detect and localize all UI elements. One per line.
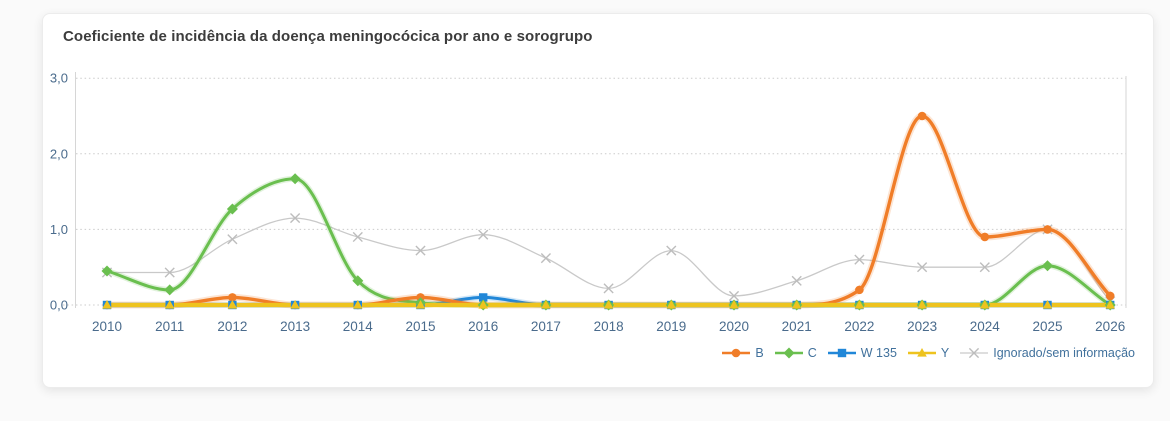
chart-card	[42, 13, 1154, 388]
legend-item-label: B	[755, 345, 764, 360]
legend-item-label: C	[807, 345, 817, 360]
legend-marker-shape	[783, 347, 795, 358]
legend-item-label: Y	[940, 345, 950, 360]
legend-marker-shape	[837, 348, 846, 357]
legend-marker-shape	[917, 347, 927, 357]
legend-item-c[interactable]: C	[774, 346, 817, 360]
legend-item-y[interactable]: Y	[907, 346, 949, 360]
legend-item-ignorado-sem-informa-o[interactable]: Ignorado/sem informação	[959, 346, 1135, 360]
legend-marker-shape	[969, 347, 980, 358]
legend-marker-icon	[907, 347, 936, 357]
legend-item-label: Ignorado/sem informação	[993, 345, 1135, 360]
legend-marker-icon	[827, 348, 856, 357]
legend: B C W 135 Y Ignorado/sem informação	[721, 344, 1135, 361]
legend-marker-icon	[960, 347, 989, 358]
legend-item-w-135[interactable]: W 135	[827, 346, 897, 360]
legend-marker-icon	[774, 347, 803, 358]
legend-item-b[interactable]: B	[721, 345, 764, 360]
chart-title: Coeficiente de incidência da doença meni…	[63, 28, 593, 45]
legend-marker-shape	[732, 348, 741, 357]
legend-marker-icon	[722, 348, 751, 357]
legend-item-label: W 135	[860, 345, 897, 360]
